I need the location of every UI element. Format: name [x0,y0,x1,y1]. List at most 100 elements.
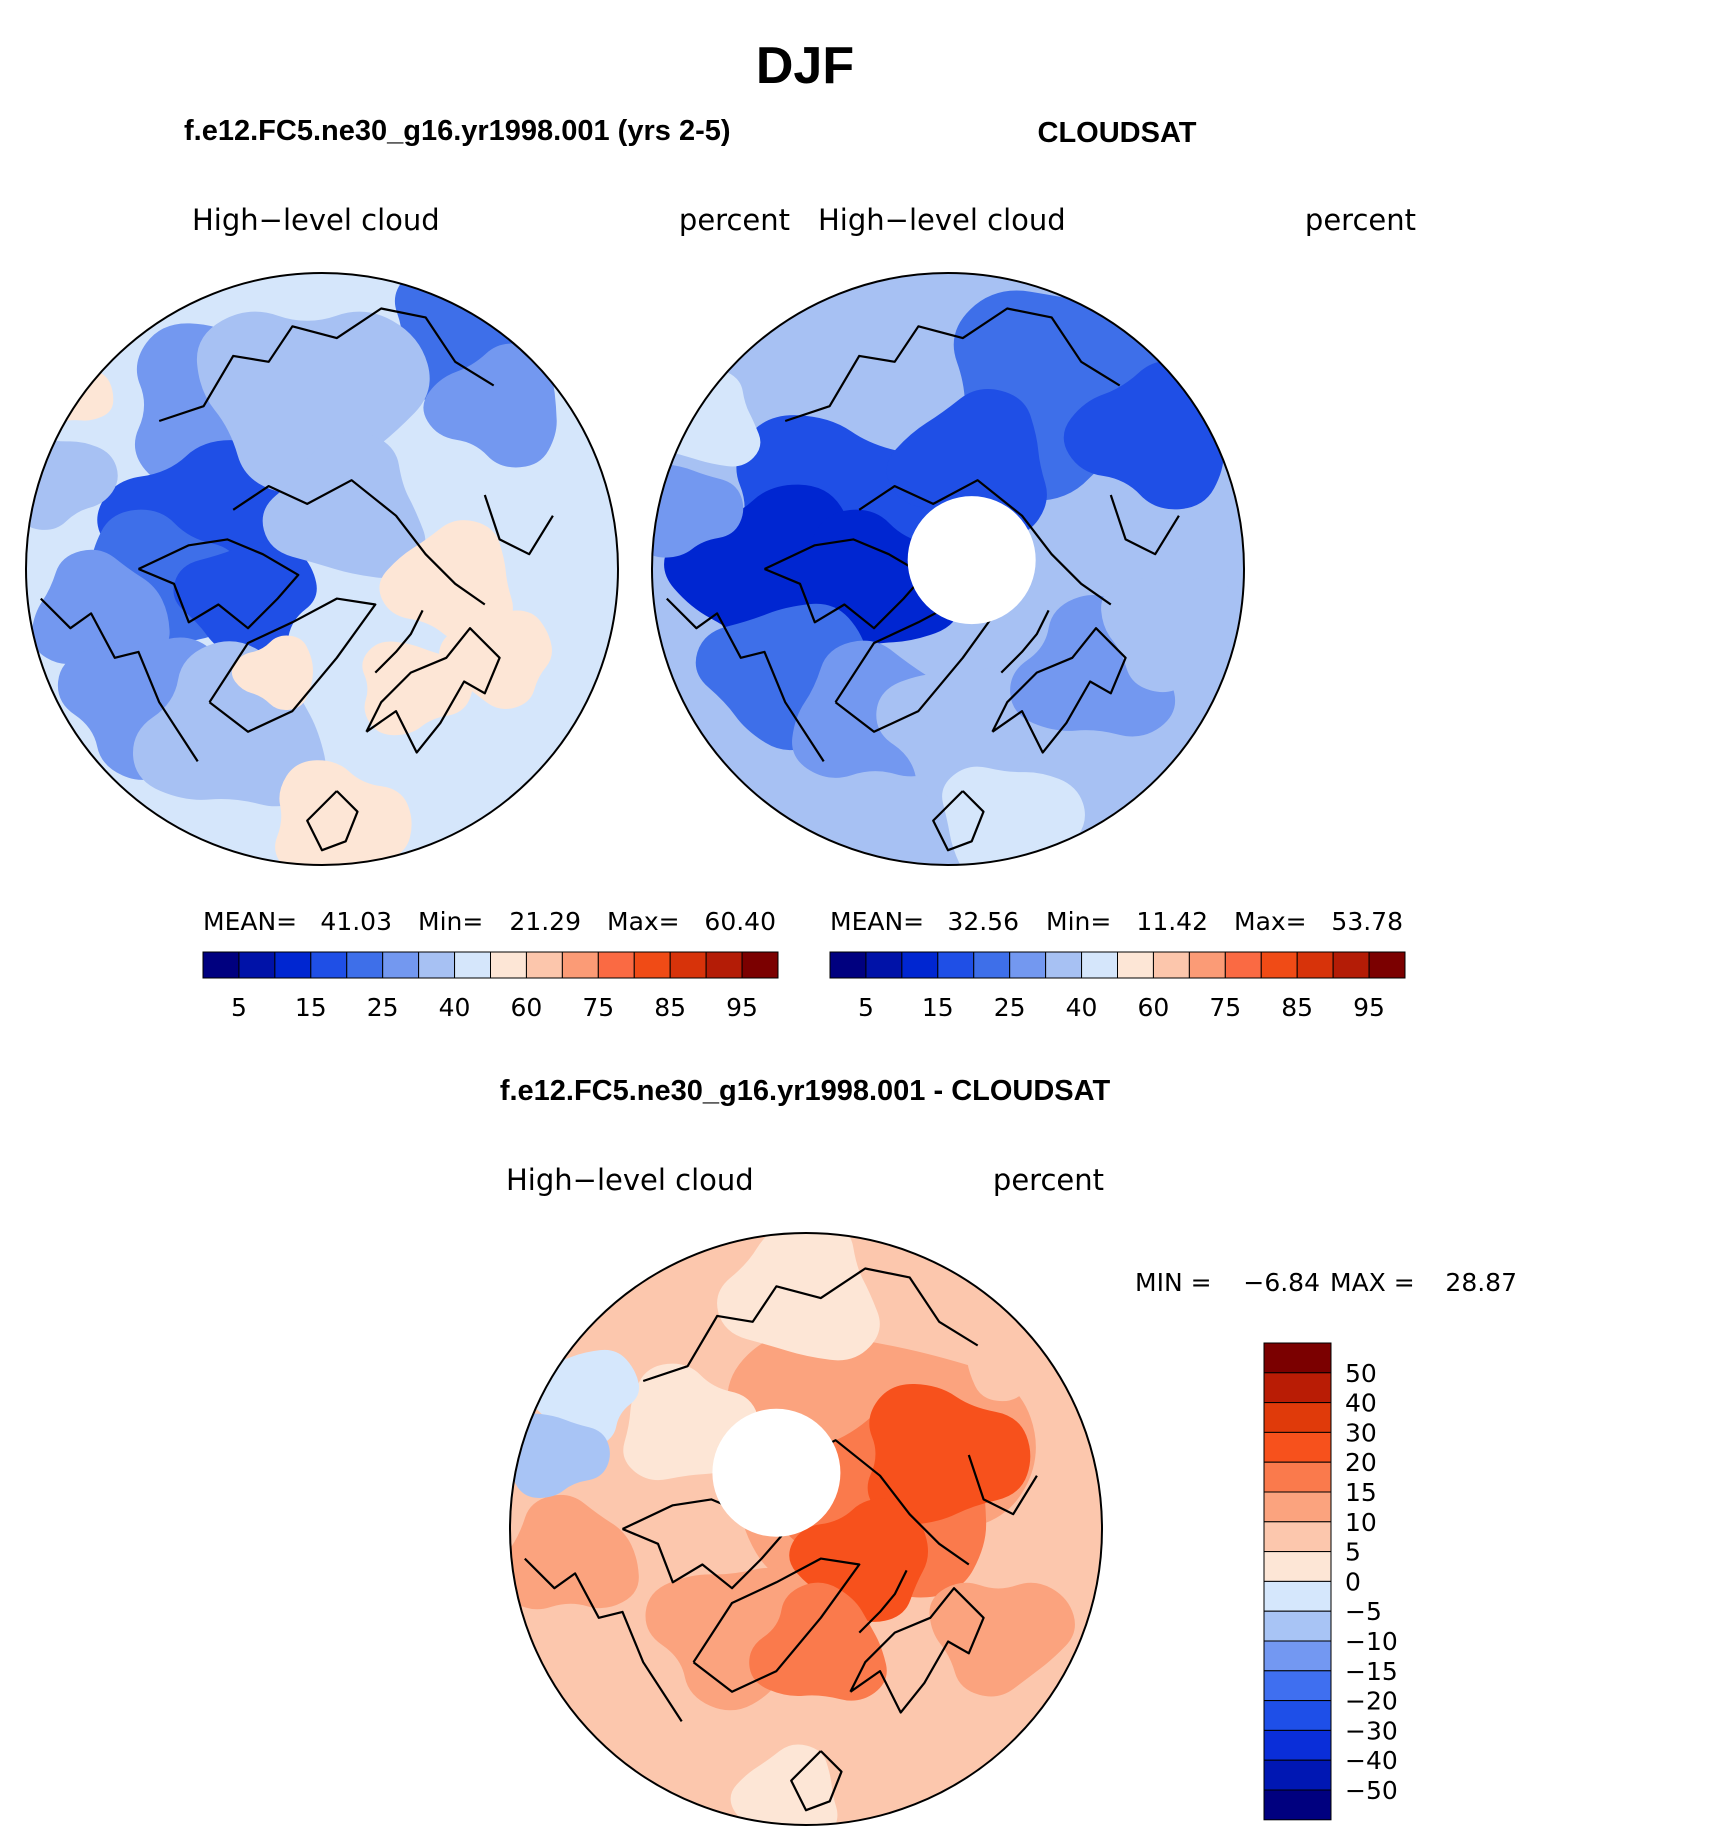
colorbar-tick-label: 85 [1281,993,1313,1022]
colorbar-tick-label: 75 [1209,993,1241,1022]
colorbar-box [1263,1729,1332,1761]
field-contour-fill [275,760,412,865]
units-label: percent [679,203,790,237]
colorbar-box [1263,1372,1332,1404]
variable-label: High−level cloud [192,203,440,237]
colorbar-box [454,951,491,979]
variable-label: High−level cloud [506,1163,754,1197]
map-border [25,272,619,866]
colorbar-box [1296,951,1334,979]
map-coastline [642,1267,979,1383]
map-coastline [858,1569,908,1634]
stat-max-label: Max= [607,907,680,936]
colorbar-tick-label: 40 [1345,1389,1377,1418]
stat-mean-label: MEAN= [203,907,297,936]
polar-map [652,273,1244,865]
map-coastline [991,627,1127,754]
colorbar-box [1152,951,1190,979]
map-coastline [666,597,825,762]
stat-max-value: 28.87 [1445,1268,1517,1297]
colorbar-tick-label: −40 [1345,1746,1398,1775]
field-contour-fill [31,549,170,665]
map-coastline [790,1750,843,1812]
field-contour-fill [867,1383,1031,1525]
colorbar-box [1081,951,1118,979]
colorbar-tick-label: 5 [1345,1538,1361,1567]
panel-diff: f.e12.FC5.ne30_g16.yr1998.001 - CLOUDSAT… [500,1075,1517,1826]
field-contour-fill [1063,360,1224,510]
field-contour-fill [749,1582,887,1701]
colorbar-box [669,951,707,979]
colorbar-box [1263,1342,1332,1374]
colorbar-box [1117,951,1154,979]
field-contour-fill [510,1413,610,1499]
colorbar-tick-label: 60 [1138,993,1170,1022]
stat-min-value: 21.29 [509,907,581,936]
colorbar-tick-label: −30 [1345,1716,1398,1745]
colorbar-box [310,951,348,979]
stat-mean-label: MEAN= [830,907,924,936]
map-coastline [524,1557,683,1722]
field-contour-fill [262,432,426,578]
colorbar-box [1263,1610,1332,1642]
colorbar-box [865,951,903,979]
stat-mean-value: 41.03 [320,907,392,936]
colorbar-tick-label: 15 [1345,1478,1377,1507]
colorbar-box [382,951,420,979]
colorbar-box [937,951,975,979]
stat-max-value: 53.78 [1331,907,1403,936]
colorbar-box [1263,1759,1332,1791]
colorbar-box [490,951,527,979]
map-border [509,1232,1103,1826]
map-coastline [932,790,985,852]
stat-max-label: Max= [1234,907,1307,936]
map-border [651,272,1245,866]
stat-min-value: −6.84 [1243,1268,1320,1297]
map-coastline [692,1557,861,1693]
colorbar-tick-label: 0 [1345,1567,1361,1596]
map-coastline [138,538,300,630]
stat-min-label: Min= [418,907,483,936]
colorbar-box [1263,1521,1332,1553]
colorbar-tick-label: 50 [1345,1359,1377,1388]
colorbar-tick-label: 10 [1345,1508,1377,1537]
field-contour-fill [929,1582,1075,1697]
map-coastline [483,494,554,556]
colorbar-tick-label: 30 [1345,1418,1377,1447]
field-contour-fill [730,1744,838,1825]
units-label: percent [1305,203,1416,237]
colorbar-box [202,951,240,979]
field-contour-fill [231,635,313,710]
colorbar-tick-label: −15 [1345,1657,1398,1686]
colorbar-box [597,951,635,979]
stat-max-label: MAX = [1330,1268,1415,1297]
colorbar-box [973,951,1011,979]
colorbar-tick-label: 15 [295,993,327,1022]
colorbar-box [525,951,563,979]
map-coastline [232,479,486,606]
colorbar-box [1263,1402,1332,1433]
colorbar-tick-label: 15 [922,993,954,1022]
colorbar: 5 15 25 40 60 75 85 95 [202,951,779,1022]
colorbar-box [1224,951,1262,979]
field-contour-fill [423,343,557,468]
colorbar-box [829,951,867,979]
variable-label: High−level cloud [818,203,1066,237]
colorbar-tick-label: 20 [1345,1448,1377,1477]
colorbar-box [1263,1580,1332,1612]
map-coastline [622,1498,784,1590]
pole-no-data-hole [907,496,1036,625]
figure-title: DJF [756,37,854,95]
map-coastline [1109,494,1180,556]
panel-title: CLOUDSAT [1038,117,1197,149]
colorbar-tick-label: −10 [1345,1627,1398,1656]
colorbar-box [346,951,384,979]
colorbar-box [1263,1461,1332,1493]
colorbar-tick-label: 5 [858,993,874,1022]
stat-min-value: 11.42 [1136,907,1208,936]
colorbar-box [633,951,671,979]
colorbar-tick-label: 75 [582,993,614,1022]
field-contour-fill [510,1494,639,1610]
stat-mean-value: 32.56 [947,907,1019,936]
